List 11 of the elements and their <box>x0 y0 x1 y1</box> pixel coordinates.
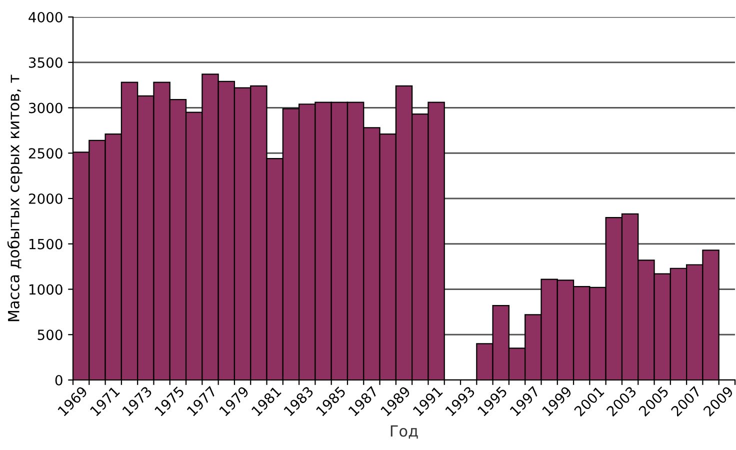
y-tick-label: 500 <box>38 330 62 340</box>
y-tick-label: 0 <box>55 374 62 386</box>
y-tick-label: 3500 <box>28 57 62 68</box>
y-tick-label: 1000 <box>29 284 62 295</box>
y-tick-label: 4000 <box>28 12 62 22</box>
y-tick-label: 2000 <box>28 193 62 204</box>
x-axis-title: Год <box>390 425 418 439</box>
y-tick-label: 1500 <box>29 238 62 250</box>
y-tick-label: 3000 <box>28 102 62 114</box>
y-axis-title: Масса добытых серых китов, т <box>7 74 22 322</box>
y-tick-label: 2500 <box>28 148 62 159</box>
